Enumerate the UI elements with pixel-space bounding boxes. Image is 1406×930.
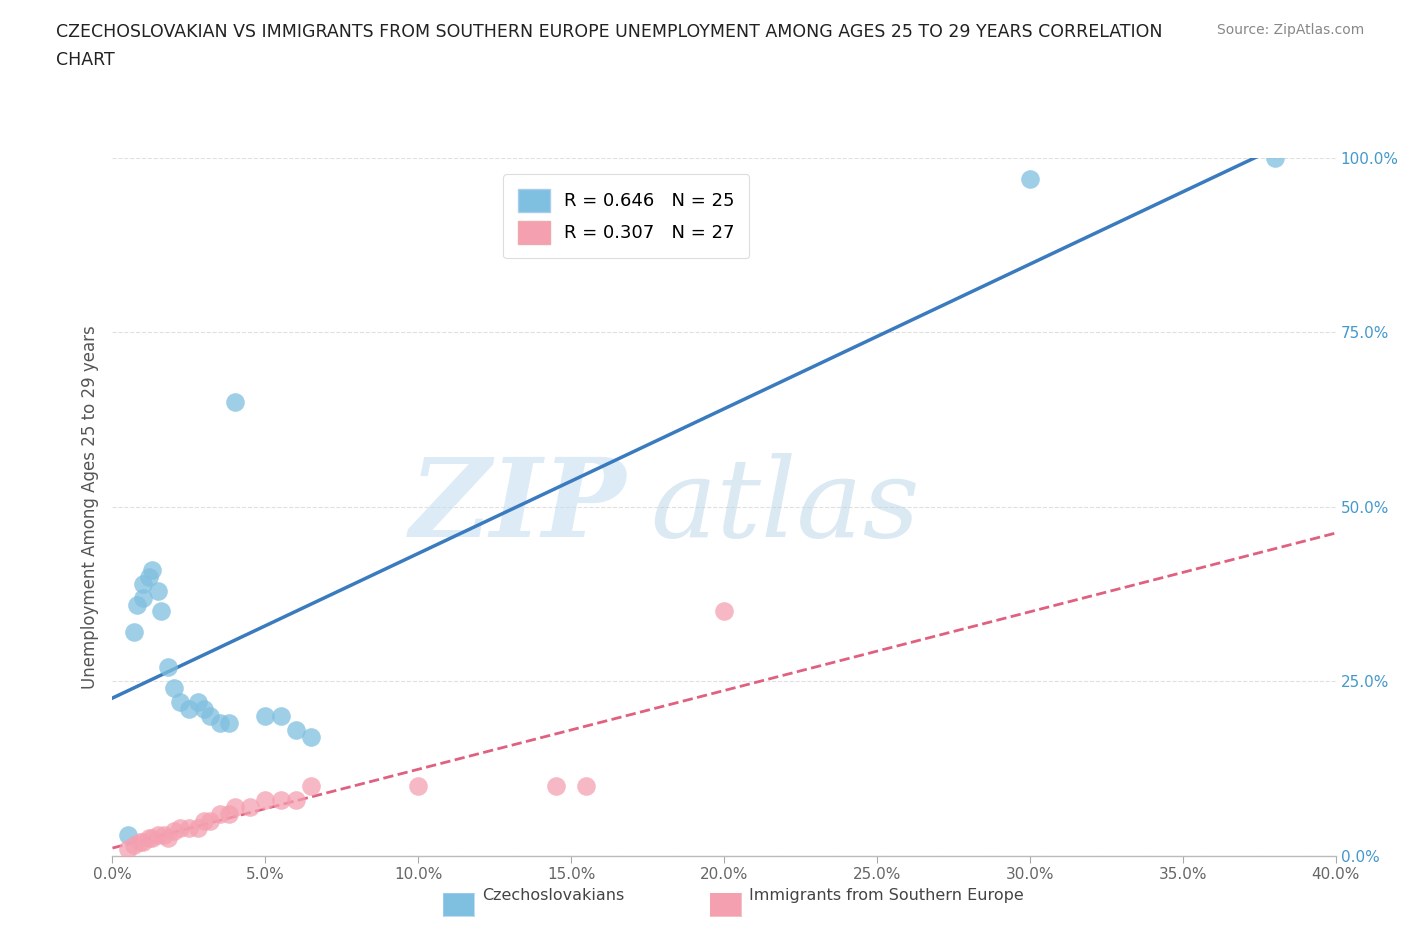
- Point: [193, 813, 215, 829]
- Point: [254, 709, 277, 724]
- Point: [193, 701, 215, 716]
- Point: [187, 820, 209, 835]
- Point: [224, 799, 246, 815]
- Legend: R = 0.646   N = 25, R = 0.307   N = 27: R = 0.646 N = 25, R = 0.307 N = 27: [503, 174, 749, 259]
- Point: [150, 604, 173, 619]
- Point: [284, 792, 308, 807]
- Text: CHART: CHART: [56, 51, 115, 69]
- Point: [208, 716, 231, 731]
- Point: [138, 569, 160, 584]
- Point: [122, 625, 145, 640]
- Point: [408, 778, 430, 793]
- Point: [129, 834, 152, 849]
- Point: [218, 716, 240, 731]
- Point: [177, 820, 200, 835]
- Point: [132, 576, 155, 591]
- Point: [132, 834, 155, 849]
- Point: [187, 695, 209, 710]
- Text: Source: ZipAtlas.com: Source: ZipAtlas.com: [1216, 23, 1364, 37]
- Point: [299, 729, 322, 744]
- Point: [224, 394, 246, 409]
- Point: [163, 681, 186, 696]
- Point: [125, 597, 148, 612]
- Point: [148, 583, 170, 598]
- Point: [254, 792, 277, 807]
- Point: [544, 778, 567, 793]
- Point: [284, 723, 308, 737]
- Point: [200, 709, 222, 724]
- Point: [713, 604, 735, 619]
- Point: [141, 830, 163, 845]
- Point: [141, 562, 163, 577]
- Point: [200, 813, 222, 829]
- Text: CZECHOSLOVAKIAN VS IMMIGRANTS FROM SOUTHERN EUROPE UNEMPLOYMENT AMONG AGES 25 TO: CZECHOSLOVAKIAN VS IMMIGRANTS FROM SOUTH…: [56, 23, 1163, 41]
- Text: Czechoslovakians: Czechoslovakians: [482, 888, 624, 903]
- Point: [575, 778, 598, 793]
- Point: [270, 709, 292, 724]
- Y-axis label: Unemployment Among Ages 25 to 29 years: Unemployment Among Ages 25 to 29 years: [80, 325, 98, 689]
- Text: atlas: atlas: [651, 453, 921, 561]
- Point: [156, 830, 179, 845]
- Text: ZIP: ZIP: [409, 453, 626, 561]
- Point: [208, 806, 231, 821]
- Point: [1018, 172, 1040, 187]
- Point: [177, 701, 200, 716]
- Point: [117, 842, 139, 856]
- Point: [153, 828, 176, 843]
- Point: [299, 778, 322, 793]
- Point: [163, 824, 186, 839]
- Point: [122, 838, 145, 853]
- Point: [148, 828, 170, 843]
- Text: Immigrants from Southern Europe: Immigrants from Southern Europe: [749, 888, 1024, 903]
- Point: [169, 820, 191, 835]
- Point: [156, 660, 179, 675]
- Point: [218, 806, 240, 821]
- Point: [117, 828, 139, 843]
- Point: [1264, 151, 1286, 166]
- Point: [270, 792, 292, 807]
- Point: [132, 591, 155, 605]
- Point: [239, 799, 262, 815]
- Point: [138, 830, 160, 845]
- Point: [169, 695, 191, 710]
